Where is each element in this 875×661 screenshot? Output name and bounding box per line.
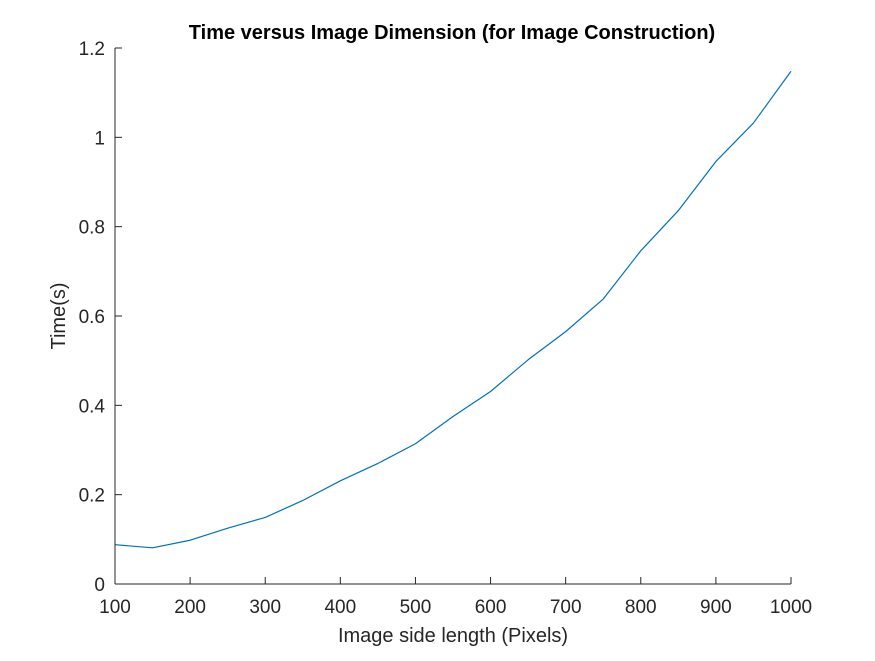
y-tick-label: 0.8 [79, 218, 105, 239]
plot-area [115, 48, 791, 584]
x-tick-label: 300 [249, 597, 281, 618]
y-tick-label: 1.2 [79, 39, 105, 60]
y-tick-label: 0 [94, 575, 105, 596]
y-axis-label: Time(s) [48, 282, 70, 349]
x-tick-label: 900 [700, 597, 732, 618]
x-tick-label: 700 [550, 597, 582, 618]
x-tick-label: 200 [174, 597, 206, 618]
chart-title: Time versus Image Dimension (for Image C… [189, 22, 715, 44]
y-tick-label: 1 [94, 128, 105, 149]
series-layer [114, 70, 792, 549]
x-tick-label: 600 [475, 597, 507, 618]
x-tick-label: 1000 [770, 597, 812, 618]
x-axis-label: Image side length (Pixels) [338, 625, 568, 647]
series-line-0 [114, 70, 792, 549]
y-axis-ticks: 0 0.2 0.4 0.6 0.8 1 1.2 [79, 39, 122, 596]
y-tick-label: 0.4 [79, 396, 106, 417]
x-axis-ticks: 100 200 300 400 500 600 700 800 900 1000 [99, 577, 812, 618]
x-tick-label: 100 [99, 597, 131, 618]
y-tick-label: 0.6 [79, 307, 105, 328]
x-tick-label: 500 [400, 597, 432, 618]
x-tick-label: 800 [625, 597, 657, 618]
x-tick-label: 400 [324, 597, 356, 618]
y-tick-label: 0.2 [79, 486, 105, 507]
